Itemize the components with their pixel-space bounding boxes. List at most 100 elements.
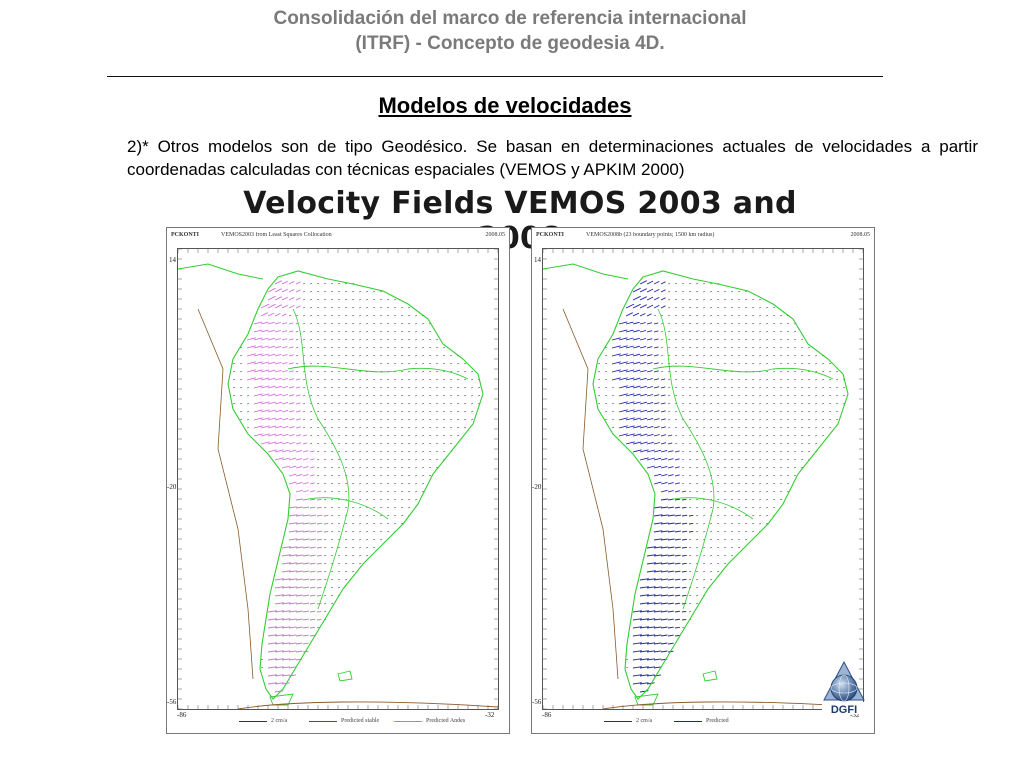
velocity-vector [344,450,348,453]
velocity-vector [779,498,783,501]
velocity-vector [379,434,383,437]
velocity-vector [288,418,295,421]
velocity-vector [632,393,641,397]
velocity-vector [302,466,309,469]
velocity-vector [674,546,681,549]
velocity-vector [344,362,348,365]
velocity-vector [295,354,299,357]
velocity-vector [288,634,297,637]
velocity-vector [421,466,425,469]
velocity-vector [618,425,628,429]
velocity-vector [604,402,608,405]
velocity-vector [330,314,334,317]
velocity-vector [323,370,327,373]
velocity-vector [365,314,369,317]
velocity-vector [281,586,291,589]
velocity-vector [337,554,341,557]
velocity-vector [288,370,294,373]
velocity-vector [772,410,776,413]
country-border [672,497,754,520]
velocity-vector [695,546,699,549]
velocity-vector [625,417,635,421]
velocity-vector [400,426,404,429]
velocity-vector [260,312,268,317]
velocity-vector [695,306,699,309]
velocity-vector [786,370,790,373]
velocity-vector [737,354,741,357]
velocity-vector [351,418,355,421]
velocity-vector [288,296,295,301]
velocity-vector [253,321,263,325]
velocity-vector [632,674,642,677]
velocity-vector [435,362,439,365]
velocity-vector [653,586,662,589]
velocity-vector [316,442,320,445]
velocity-vector [302,418,306,421]
velocity-vector [681,610,687,613]
velocity-vector [814,354,818,357]
velocity-vector [316,626,320,629]
velocity-vector [393,418,397,421]
velocity-vector [351,554,355,557]
velocity-vector [730,514,734,517]
velocity-vector [365,554,369,557]
velocity-vector [400,410,404,413]
velocity-vector [288,322,294,325]
velocity-vector [330,522,334,525]
velocity-vector [295,394,301,397]
velocity-vector [709,338,713,341]
velocity-vector [842,386,846,389]
velocity-vector [309,378,313,381]
velocity-vector [807,370,811,373]
velocity-vector [772,354,776,357]
velocity-vector [400,482,404,485]
velocity-vector [316,346,320,349]
velocity-vector [309,354,313,357]
velocity-vector [351,474,355,477]
velocity-vector [793,378,797,381]
velocity-vector [695,370,699,373]
velocity-vector [702,362,706,365]
velocity-vector [611,353,621,357]
velocity-vector [758,426,762,429]
velocity-vector [632,682,642,685]
velocity-vector [779,490,783,493]
velocity-vector [667,514,675,517]
velocity-vector [632,626,642,629]
velocity-vector [681,618,687,621]
velocity-vector [723,330,727,333]
velocity-vector [646,433,654,437]
velocity-vector [281,449,290,453]
velocity-vector [709,578,713,581]
velocity-vector [337,450,341,453]
velocity-vector [267,303,276,309]
velocity-vector [365,490,369,493]
legend-label: Predicted stable [341,718,380,724]
velocity-vector [660,554,669,557]
velocity-vector [765,490,769,493]
velocity-vector [709,282,713,285]
velocity-vector [379,338,383,341]
velocity-vector [765,458,769,461]
velocity-vector [646,354,653,357]
velocity-vector [695,402,699,405]
velocity-vector [786,450,790,453]
velocity-vector [807,450,811,453]
velocity-vector [751,410,755,413]
velocity-vector [379,306,383,309]
velocity-vector [281,409,289,413]
velocity-vector [302,626,309,629]
velocity-vector [288,288,295,293]
velocity-vector [639,594,649,597]
velocity-vector [667,346,671,349]
velocity-vector [779,434,783,437]
velocity-vector [428,394,432,397]
velocity-vector [793,386,797,389]
velocity-vector [667,330,671,333]
velocity-vector [751,522,755,525]
velocity-vector [302,474,309,477]
velocity-vector [709,490,713,493]
velocity-vector [688,546,692,549]
velocity-vector [611,337,621,341]
velocity-vector [618,361,628,365]
